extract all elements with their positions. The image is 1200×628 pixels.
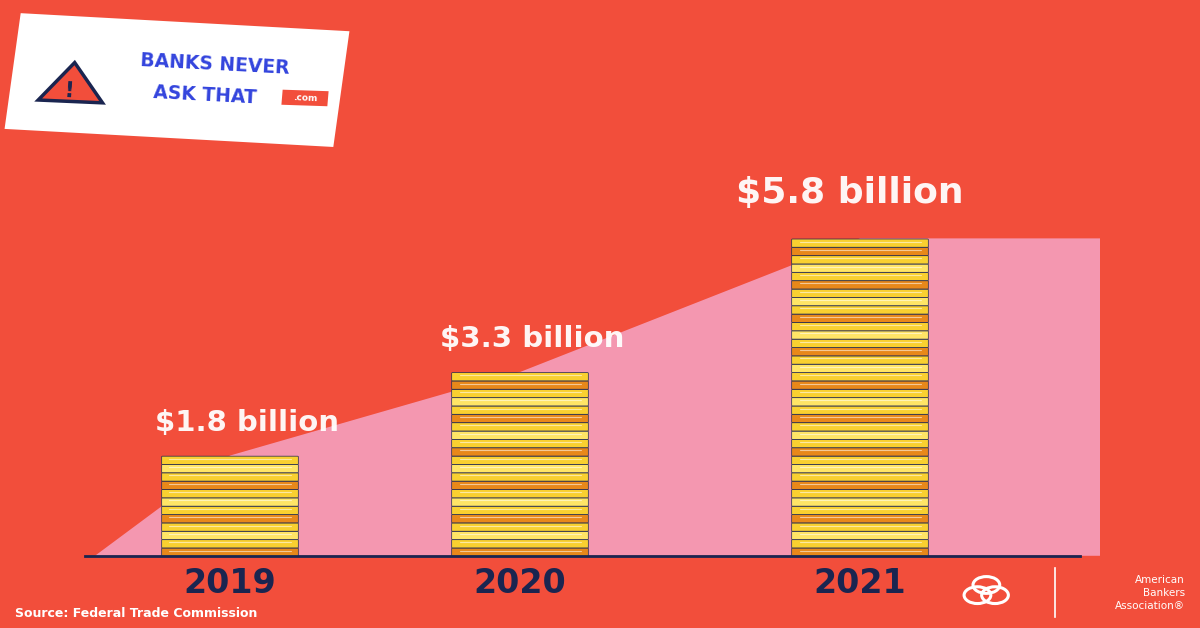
FancyBboxPatch shape	[792, 473, 929, 481]
FancyBboxPatch shape	[792, 314, 929, 322]
FancyBboxPatch shape	[792, 440, 929, 448]
Text: 2020: 2020	[474, 567, 566, 600]
FancyBboxPatch shape	[792, 289, 929, 298]
FancyBboxPatch shape	[792, 298, 929, 306]
FancyBboxPatch shape	[792, 531, 929, 539]
FancyBboxPatch shape	[162, 515, 299, 523]
Text: .com: .com	[293, 93, 317, 103]
FancyBboxPatch shape	[792, 247, 929, 256]
FancyBboxPatch shape	[451, 515, 588, 523]
Text: 2021: 2021	[814, 567, 906, 600]
FancyBboxPatch shape	[162, 523, 299, 531]
FancyBboxPatch shape	[162, 531, 299, 539]
FancyBboxPatch shape	[162, 465, 299, 473]
FancyBboxPatch shape	[792, 323, 929, 331]
FancyBboxPatch shape	[162, 539, 299, 548]
FancyBboxPatch shape	[792, 414, 929, 423]
Polygon shape	[5, 13, 349, 147]
FancyBboxPatch shape	[792, 481, 929, 489]
Text: American
Bankers
Association®: American Bankers Association®	[1115, 575, 1186, 611]
Text: !: !	[64, 82, 74, 102]
FancyBboxPatch shape	[451, 423, 588, 431]
FancyBboxPatch shape	[451, 523, 588, 531]
Text: $1.8 billion: $1.8 billion	[155, 409, 340, 436]
FancyBboxPatch shape	[792, 273, 929, 281]
FancyBboxPatch shape	[451, 406, 588, 414]
FancyBboxPatch shape	[792, 364, 929, 372]
FancyBboxPatch shape	[792, 523, 929, 531]
FancyBboxPatch shape	[451, 372, 588, 381]
FancyBboxPatch shape	[451, 506, 588, 514]
FancyBboxPatch shape	[451, 381, 588, 389]
FancyBboxPatch shape	[792, 490, 929, 498]
FancyBboxPatch shape	[792, 423, 929, 431]
FancyBboxPatch shape	[451, 448, 588, 456]
FancyBboxPatch shape	[451, 456, 588, 464]
FancyBboxPatch shape	[451, 431, 588, 440]
FancyBboxPatch shape	[792, 281, 929, 289]
FancyBboxPatch shape	[792, 515, 929, 523]
FancyBboxPatch shape	[792, 264, 929, 273]
Text: $5.8 billion: $5.8 billion	[736, 176, 964, 210]
Text: Source: Federal Trade Commission: Source: Federal Trade Commission	[14, 607, 257, 620]
Polygon shape	[282, 90, 329, 106]
FancyBboxPatch shape	[162, 473, 299, 481]
FancyBboxPatch shape	[792, 506, 929, 514]
FancyBboxPatch shape	[792, 306, 929, 314]
FancyBboxPatch shape	[792, 339, 929, 347]
Text: 2019: 2019	[184, 567, 276, 600]
FancyBboxPatch shape	[792, 356, 929, 364]
FancyBboxPatch shape	[451, 490, 588, 498]
FancyBboxPatch shape	[162, 490, 299, 498]
FancyBboxPatch shape	[162, 481, 299, 489]
FancyBboxPatch shape	[792, 347, 929, 356]
Text: $3.3 billion: $3.3 billion	[440, 325, 624, 353]
FancyBboxPatch shape	[451, 548, 588, 556]
Text: BANKS NEVER: BANKS NEVER	[140, 51, 290, 78]
Text: ASK THAT: ASK THAT	[152, 84, 257, 107]
Polygon shape	[95, 239, 1100, 556]
FancyBboxPatch shape	[792, 539, 929, 548]
FancyBboxPatch shape	[451, 440, 588, 448]
FancyBboxPatch shape	[451, 539, 588, 548]
FancyBboxPatch shape	[162, 548, 299, 556]
FancyBboxPatch shape	[792, 389, 929, 398]
FancyBboxPatch shape	[792, 498, 929, 506]
FancyBboxPatch shape	[451, 473, 588, 481]
FancyBboxPatch shape	[451, 398, 588, 406]
FancyBboxPatch shape	[451, 481, 588, 489]
FancyBboxPatch shape	[162, 498, 299, 506]
FancyBboxPatch shape	[792, 448, 929, 456]
FancyBboxPatch shape	[792, 331, 929, 339]
FancyBboxPatch shape	[792, 398, 929, 406]
FancyBboxPatch shape	[792, 372, 929, 381]
FancyBboxPatch shape	[792, 548, 929, 556]
FancyBboxPatch shape	[792, 406, 929, 414]
FancyBboxPatch shape	[451, 414, 588, 423]
FancyBboxPatch shape	[162, 506, 299, 514]
FancyBboxPatch shape	[451, 498, 588, 506]
Polygon shape	[38, 63, 102, 103]
FancyBboxPatch shape	[792, 465, 929, 473]
FancyBboxPatch shape	[792, 431, 929, 440]
FancyBboxPatch shape	[792, 456, 929, 464]
FancyBboxPatch shape	[451, 531, 588, 539]
FancyBboxPatch shape	[792, 381, 929, 389]
FancyBboxPatch shape	[792, 256, 929, 264]
FancyBboxPatch shape	[792, 239, 929, 247]
FancyBboxPatch shape	[162, 456, 299, 464]
FancyBboxPatch shape	[451, 389, 588, 398]
FancyBboxPatch shape	[451, 465, 588, 473]
